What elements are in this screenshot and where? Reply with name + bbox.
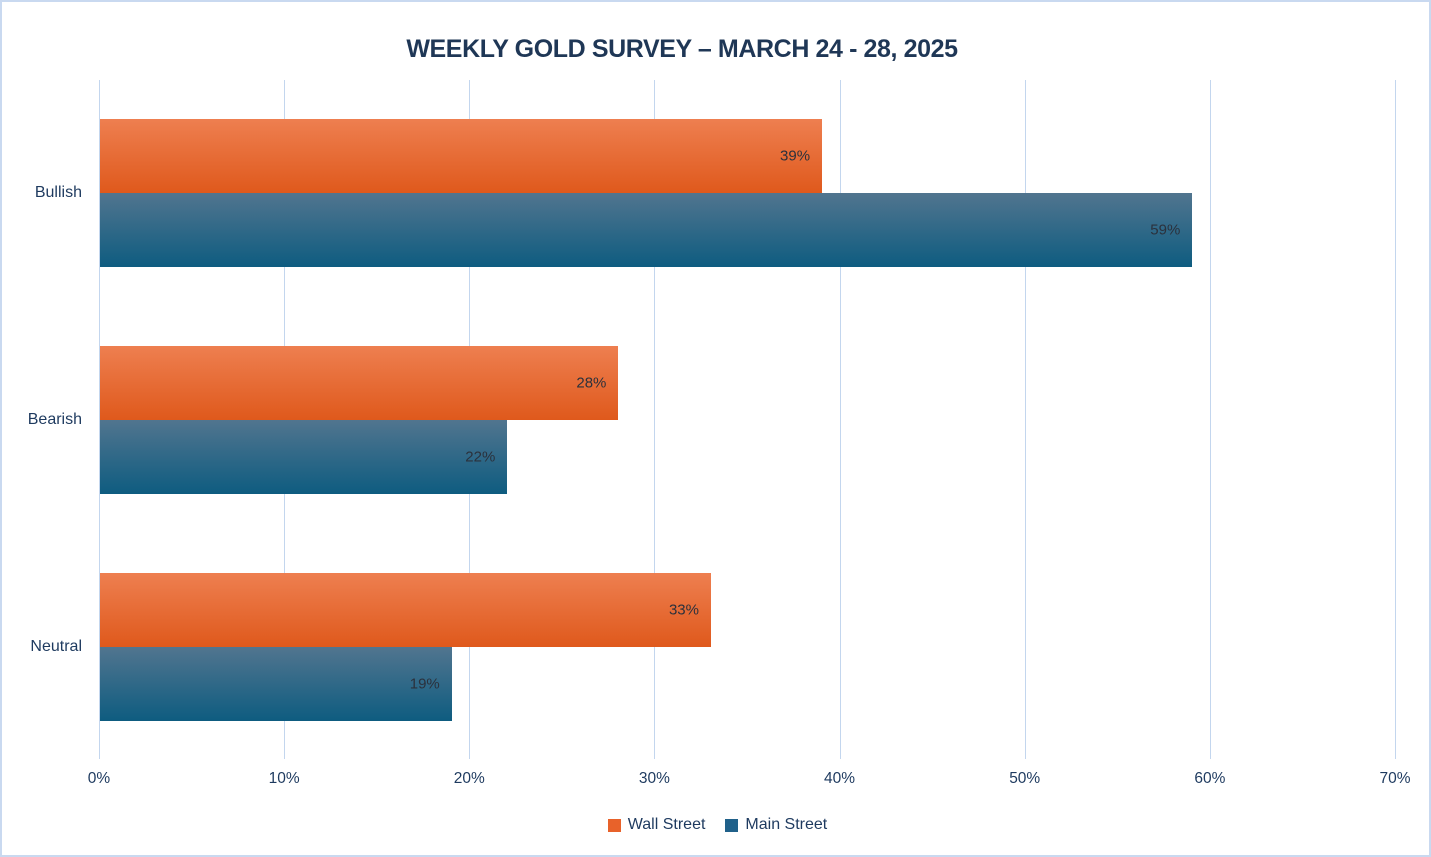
chart-title: WEEKLY GOLD SURVEY – MARCH 24 - 28, 2025 — [406, 35, 958, 63]
bar-value-label: 59% — [1150, 221, 1181, 239]
bar-value-label: 28% — [576, 374, 607, 392]
bar-value-label: 39% — [780, 147, 811, 165]
x-tick-label: 70% — [1379, 770, 1411, 787]
category-label-neutral: Neutral — [30, 638, 82, 655]
gridline — [1395, 80, 1396, 759]
legend-label: Main Street — [745, 816, 828, 833]
gridline — [1209, 80, 1211, 759]
x-tick-label: 30% — [638, 770, 670, 787]
category-label-bullish: Bullish — [34, 184, 82, 201]
legend-item-wall-street: Wall Street — [607, 816, 706, 834]
x-tick-label: 20% — [453, 770, 485, 787]
bar-main-street-neutral: 19% — [100, 647, 452, 721]
bar-main-street-bearish: 22% — [100, 420, 508, 494]
bar-main-street-bullish: 59% — [100, 193, 1193, 267]
bar-value-label: 22% — [465, 448, 496, 466]
gridline — [1024, 80, 1026, 759]
bar-wall-street-neutral: 33% — [100, 573, 711, 647]
gridline — [654, 80, 656, 759]
legend-swatch-wall-street — [607, 818, 621, 832]
legend: Wall Street Main Street — [2, 816, 1429, 834]
bar-wall-street-bullish: 39% — [100, 119, 823, 193]
category-label-bearish: Bearish — [27, 411, 82, 428]
bar-value-label: 19% — [409, 675, 440, 693]
x-tick-label: 60% — [1194, 770, 1226, 787]
legend-label: Wall Street — [627, 816, 706, 833]
bar-wall-street-bearish: 28% — [100, 346, 619, 420]
bar-value-label: 33% — [668, 601, 699, 619]
gridline — [99, 80, 100, 759]
legend-item-main-street: Main Street — [725, 816, 827, 834]
gridline — [839, 80, 841, 759]
legend-swatch-main-street — [725, 818, 739, 832]
x-tick-label: 50% — [1009, 770, 1041, 787]
x-tick-label: 10% — [268, 770, 300, 787]
x-tick-label: 0% — [87, 770, 111, 787]
x-tick-label: 40% — [824, 770, 856, 787]
